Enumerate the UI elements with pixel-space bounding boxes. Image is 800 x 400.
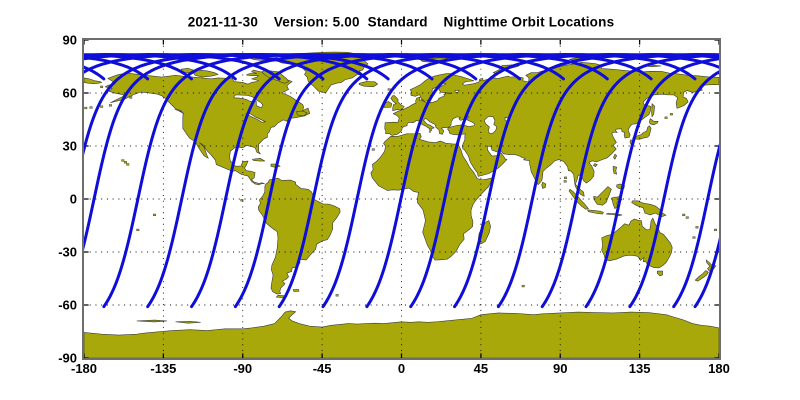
islet <box>89 106 93 109</box>
islet <box>695 226 699 229</box>
y-tick-label: -90 <box>58 350 77 366</box>
plot-title: 2021-11-30 Version: 5.00 Standard Nightt… <box>187 14 615 30</box>
land-borneo <box>593 186 612 206</box>
land-australia <box>601 217 673 269</box>
orbit-track <box>146 53 478 309</box>
orbit-track <box>84 53 325 81</box>
land-eurasia <box>384 62 719 197</box>
land-nz-south-island <box>694 270 709 282</box>
orbit-track <box>321 53 653 309</box>
lake-hudson-bay <box>233 94 264 109</box>
y-tick-label: 0 <box>69 191 77 207</box>
islet <box>685 216 689 219</box>
lake-great-lakes <box>245 112 266 123</box>
land-east-chukotka <box>84 77 102 84</box>
islet <box>564 176 567 179</box>
islet <box>153 213 157 217</box>
islet <box>129 96 133 99</box>
orbit-track <box>190 53 522 309</box>
islet <box>121 159 125 162</box>
islet <box>682 213 686 217</box>
land-great-britain <box>390 95 405 111</box>
land-africa <box>370 132 493 261</box>
x-tick-label: -135 <box>150 361 177 376</box>
orbit-track <box>409 53 719 309</box>
islet <box>692 236 696 239</box>
islet <box>669 113 673 116</box>
orbit-track <box>84 53 369 156</box>
islet <box>387 88 391 91</box>
islet <box>335 294 339 297</box>
land-tasmania <box>656 270 663 277</box>
orbit-track <box>453 53 719 309</box>
islet <box>100 85 104 88</box>
x-tick-label: -180 <box>70 361 98 376</box>
orbit-track <box>628 70 719 309</box>
plot-area <box>82 38 721 360</box>
land-sri-lanka <box>541 181 547 189</box>
land-newfoundland <box>296 110 308 117</box>
orbit-track <box>365 53 697 309</box>
islet <box>240 199 244 202</box>
islet <box>714 228 717 232</box>
land-hainan <box>593 163 598 167</box>
islet <box>126 163 130 166</box>
y-tick-label: 90 <box>62 32 77 48</box>
land-lesser-sunda <box>605 213 623 217</box>
land-antarctic-islet-west <box>136 319 168 323</box>
orbit-track <box>672 143 719 309</box>
land-iceland <box>358 81 378 88</box>
y-tick-label: 60 <box>62 85 77 101</box>
land-victoria-island <box>193 69 219 78</box>
orbit-track <box>233 53 565 309</box>
land-java <box>587 209 604 215</box>
land-cuba <box>252 158 266 162</box>
islet <box>100 105 104 108</box>
x-tick-label: 180 <box>708 361 730 376</box>
y-tick-label: -30 <box>58 244 77 260</box>
orbit-track <box>540 53 719 309</box>
orbit-track <box>84 65 106 81</box>
x-tick-label: -90 <box>233 361 253 376</box>
land-antarctic-islet-east <box>175 320 201 324</box>
world-map-svg <box>84 40 719 358</box>
orbit-track <box>102 53 434 309</box>
islet <box>521 284 525 288</box>
land-antarctica <box>84 310 719 358</box>
y-tick-label: -60 <box>58 297 77 313</box>
y-tick-label: 30 <box>62 138 77 154</box>
land-taiwan <box>613 153 618 160</box>
land-vancouver-island <box>174 108 184 114</box>
x-tick-label: 135 <box>628 361 651 376</box>
x-tick-label: 0 <box>397 361 406 376</box>
land-falklands <box>292 289 300 292</box>
x-tick-label: 45 <box>473 361 489 376</box>
x-tick-label: 90 <box>553 361 568 376</box>
orbit-track <box>584 57 719 309</box>
orbit-track <box>84 53 390 251</box>
orbit-track <box>277 53 609 309</box>
islet <box>84 106 88 110</box>
orbit-track <box>496 53 719 309</box>
islet <box>371 148 375 151</box>
land-hokkaido <box>649 118 659 126</box>
islet <box>563 180 567 183</box>
lake-lake-ladoga <box>454 90 460 93</box>
x-tick-label: -45 <box>312 361 332 376</box>
islet <box>664 116 668 119</box>
orbit-track <box>693 237 719 309</box>
islet <box>136 228 140 232</box>
land-new-guinea <box>631 200 667 217</box>
lake-caspian-sea <box>484 116 498 135</box>
land-north-america <box>104 69 311 186</box>
islet <box>123 161 127 164</box>
land-luzon <box>612 166 618 175</box>
islet <box>109 104 112 107</box>
land-sakhalin <box>651 103 655 118</box>
